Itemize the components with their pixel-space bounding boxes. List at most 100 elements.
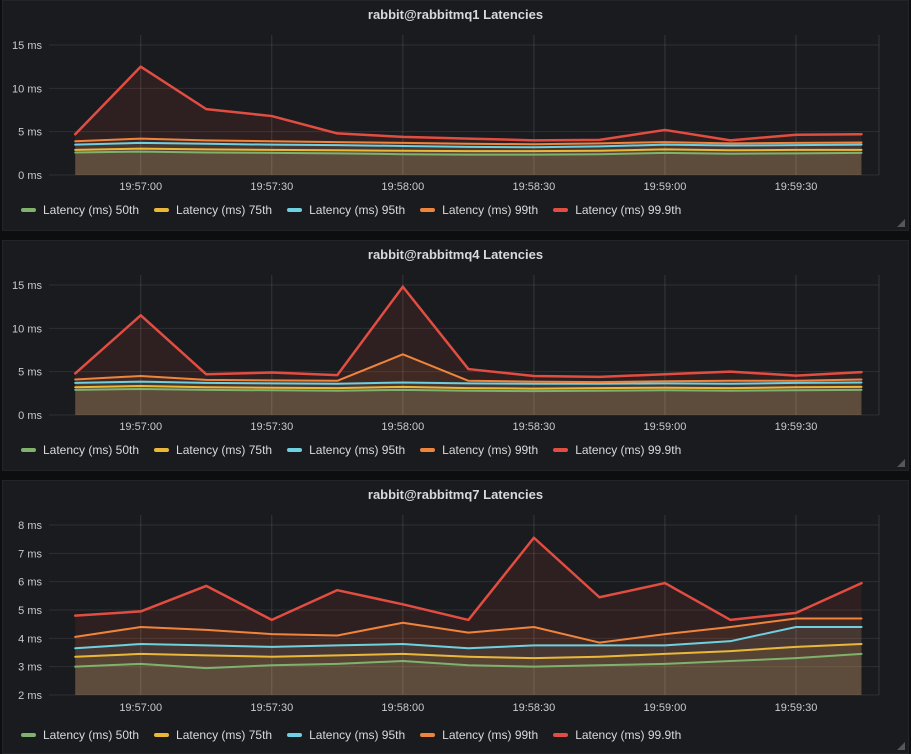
legend-label: Latency (ms) 50th bbox=[43, 728, 140, 742]
series-line bbox=[74, 626, 863, 650]
x-axis-tick-label: 19:58:30 bbox=[512, 181, 555, 193]
legend-label: Latency (ms) 50th bbox=[43, 203, 140, 217]
series-line bbox=[73, 536, 863, 622]
x-axis-tick-label: 19:57:00 bbox=[119, 181, 162, 193]
x-axis-tick-label: 19:57:30 bbox=[250, 421, 293, 433]
series-line bbox=[74, 388, 863, 393]
x-axis-tick-label: 19:58:30 bbox=[512, 702, 555, 714]
series-fill bbox=[75, 385, 862, 415]
legend-label: Latency (ms) 75th bbox=[176, 728, 273, 742]
legend-color-swatch bbox=[553, 208, 569, 212]
legend-label: Latency (ms) 75th bbox=[176, 443, 273, 457]
legend-color-swatch bbox=[553, 733, 569, 737]
legend-color-swatch bbox=[287, 208, 303, 212]
y-axis-tick-label: 6 ms bbox=[18, 577, 42, 589]
legend-label: Latency (ms) 75th bbox=[176, 203, 273, 217]
x-axis-tick-label: 19:58:00 bbox=[381, 702, 424, 714]
x-axis-tick-label: 19:57:00 bbox=[119, 421, 162, 433]
y-axis-tick-label: 5 ms bbox=[18, 127, 42, 139]
panel-rabbitmq1-latencies: rabbit@rabbitmq1 Latencies 15 ms 10 ms 5 m… bbox=[2, 0, 909, 231]
legend: Latency (ms) 50th Latency (ms) 75th Latenc… bbox=[3, 443, 908, 457]
legend-label: Latency (ms) 99.9th bbox=[575, 443, 682, 457]
legend-color-swatch bbox=[21, 733, 36, 737]
legend-label: Latency (ms) 99th bbox=[442, 203, 539, 217]
legend-item-95th[interactable]: Latency (ms) 95th bbox=[287, 728, 405, 742]
latency-chart-rabbitmq1[interactable]: 15 ms 10 ms 5 ms 0 ms 19:57:00 19:57:30 19:58:… bbox=[3, 29, 908, 197]
x-axis-tick-label: 19:57:30 bbox=[250, 702, 293, 714]
legend-color-swatch bbox=[420, 448, 436, 452]
series-line bbox=[74, 380, 863, 385]
series-line bbox=[74, 150, 863, 156]
x-axis-tick-label: 19:57:30 bbox=[250, 181, 293, 193]
series-fill bbox=[75, 148, 862, 175]
series-fill bbox=[75, 286, 862, 415]
legend-item-95th[interactable]: Latency (ms) 95th bbox=[287, 443, 405, 457]
y-axis-tick-label: 0 ms bbox=[18, 170, 42, 182]
series-line bbox=[74, 353, 863, 384]
y-axis-tick-label: 10 ms bbox=[12, 323, 42, 335]
x-axis-tick-label: 19:58:00 bbox=[381, 181, 424, 193]
panel-resize-handle-icon[interactable] bbox=[897, 742, 905, 750]
legend-color-swatch bbox=[420, 733, 436, 737]
panel-title[interactable]: rabbit@rabbitmq1 Latencies bbox=[367, 7, 544, 22]
series-line bbox=[74, 652, 863, 670]
legend: Latency (ms) 50th Latency (ms) 75th Latenc… bbox=[3, 728, 908, 742]
legend-color-swatch bbox=[154, 208, 170, 212]
series-line bbox=[74, 147, 863, 153]
y-axis-tick-label: 4 ms bbox=[18, 633, 42, 645]
legend-color-swatch bbox=[21, 448, 36, 452]
panel-resize-handle-icon[interactable] bbox=[897, 219, 905, 227]
legend-color-swatch bbox=[287, 448, 303, 452]
legend-item-50th[interactable]: Latency (ms) 50th bbox=[21, 728, 139, 742]
series-line bbox=[73, 65, 863, 142]
legend-label: Latency (ms) 95th bbox=[309, 728, 406, 742]
legend-color-swatch bbox=[553, 448, 569, 452]
y-axis-tick-label: 15 ms bbox=[12, 40, 42, 52]
legend-label: Latency (ms) 95th bbox=[309, 443, 406, 457]
series-line bbox=[74, 643, 863, 660]
legend-item-99_9th[interactable]: Latency (ms) 99.9th bbox=[553, 728, 681, 742]
latency-chart-rabbitmq4[interactable]: 15 ms 10 ms 5 ms 0 ms 19:57:00 19:57:30 19:58:… bbox=[3, 269, 908, 437]
legend-label: Latency (ms) 95th bbox=[309, 203, 406, 217]
legend-item-99_9th[interactable]: Latency (ms) 99.9th bbox=[553, 443, 681, 457]
legend-item-99th[interactable]: Latency (ms) 99th bbox=[420, 203, 538, 217]
series-line bbox=[74, 617, 863, 644]
series-fill bbox=[75, 537, 862, 695]
legend-label: Latency (ms) 99th bbox=[442, 728, 539, 742]
legend-item-50th[interactable]: Latency (ms) 50th bbox=[21, 203, 139, 217]
series-line bbox=[74, 141, 863, 149]
y-axis-tick-label: 10 ms bbox=[12, 83, 42, 95]
y-axis-tick-label: 5 ms bbox=[18, 367, 42, 379]
panel-resize-handle-icon[interactable] bbox=[897, 459, 905, 467]
legend-color-swatch bbox=[154, 733, 170, 737]
x-axis-tick-label: 19:59:00 bbox=[644, 181, 687, 193]
series-line bbox=[74, 137, 863, 146]
x-axis-tick-label: 19:58:00 bbox=[381, 421, 424, 433]
x-axis-tick-label: 19:58:30 bbox=[512, 421, 555, 433]
legend-item-75th[interactable]: Latency (ms) 75th bbox=[154, 728, 272, 742]
chart-canvas[interactable]: 15 ms 10 ms 5 ms 0 ms 19:57:00 19:57:30 19:58:… bbox=[3, 269, 908, 437]
series-fill bbox=[75, 389, 862, 415]
latency-chart-rabbitmq7[interactable]: 8 ms 7 ms 6 ms 5 ms 4 ms 3 ms 2 ms 19:57:00 19:5… bbox=[3, 509, 908, 723]
legend-label: Latency (ms) 99.9th bbox=[575, 203, 682, 217]
chart-canvas[interactable]: 15 ms 10 ms 5 ms 0 ms 19:57:00 19:57:30 19:58:… bbox=[3, 29, 908, 197]
legend-item-99th[interactable]: Latency (ms) 99th bbox=[420, 443, 538, 457]
legend-item-75th[interactable]: Latency (ms) 75th bbox=[154, 443, 272, 457]
y-axis-tick-label: 8 ms bbox=[18, 520, 42, 532]
legend-color-swatch bbox=[287, 733, 303, 737]
legend-item-75th[interactable]: Latency (ms) 75th bbox=[154, 203, 272, 217]
series-line bbox=[74, 384, 863, 390]
chart-canvas[interactable]: 8 ms 7 ms 6 ms 5 ms 4 ms 3 ms 2 ms 19:57:00 19:5… bbox=[3, 509, 908, 723]
legend-item-99th[interactable]: Latency (ms) 99th bbox=[420, 728, 538, 742]
panel-title[interactable]: rabbit@rabbitmq4 Latencies bbox=[367, 247, 544, 262]
legend-color-swatch bbox=[154, 448, 170, 452]
legend: Latency (ms) 50th Latency (ms) 75th Latenc… bbox=[3, 203, 908, 217]
y-axis-tick-label: 3 ms bbox=[18, 662, 42, 674]
legend-label: Latency (ms) 50th bbox=[43, 443, 140, 457]
legend-item-99_9th[interactable]: Latency (ms) 99.9th bbox=[553, 203, 681, 217]
series-fill bbox=[75, 151, 862, 175]
legend-item-95th[interactable]: Latency (ms) 95th bbox=[287, 203, 405, 217]
legend-item-50th[interactable]: Latency (ms) 50th bbox=[21, 443, 139, 457]
panel-rabbitmq4-latencies: rabbit@rabbitmq4 Latencies 15 ms 10 ms 5 m… bbox=[2, 240, 909, 471]
panel-title[interactable]: rabbit@rabbitmq7 Latencies bbox=[367, 487, 544, 502]
